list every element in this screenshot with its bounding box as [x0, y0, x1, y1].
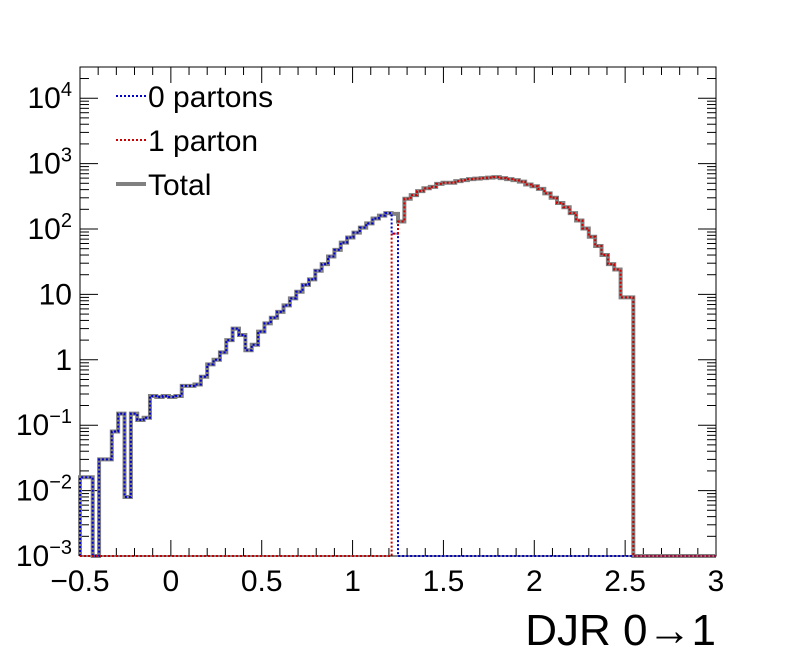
- y-tick-label: 1: [55, 344, 72, 377]
- y-tick-label: 10−1: [16, 406, 72, 442]
- y-tick-label: 102: [28, 210, 73, 246]
- series-0-partons: [79, 212, 716, 557]
- legend-entry: 1 parton: [116, 125, 258, 158]
- y-tick-label: 10: [39, 278, 72, 311]
- legend-label: Total: [148, 169, 211, 202]
- y-tick-label: 104: [28, 79, 73, 115]
- x-tick-label: −0.5: [50, 565, 109, 598]
- y-tick-label: 10−2: [16, 472, 72, 508]
- legend-entry: 0 partons: [116, 81, 273, 114]
- series-1-parton: [80, 176, 716, 557]
- legend-label: 0 partons: [148, 81, 273, 114]
- x-axis-title: DJR 0→1: [525, 606, 716, 655]
- series-line: [80, 176, 716, 557]
- x-tick-label: 0: [163, 565, 180, 598]
- x-tick-label: 2.5: [604, 565, 646, 598]
- y-tick-label: 103: [28, 145, 73, 181]
- legend: 0 partons 1 parton Total: [116, 81, 273, 202]
- x-tick-label: 3: [708, 565, 725, 598]
- x-tick-label: 0.5: [241, 565, 283, 598]
- minor-ticks: [80, 66, 716, 556]
- x-tick-labels: −0.5 0 0.5 1 1.5 2 2.5 3: [50, 565, 724, 598]
- x-tick-label: 1: [344, 565, 361, 598]
- series-layer: [78, 175, 716, 558]
- y-tick-labels: 10−3 10−2 10−1 1 10 102 103 104: [16, 79, 72, 573]
- y-tick-label: 10−3: [16, 537, 72, 573]
- x-tick-label: 1.5: [423, 565, 465, 598]
- legend-entry: Total: [116, 169, 211, 202]
- x-tick-label: 2: [526, 565, 543, 598]
- plot-frame: [79, 66, 717, 557]
- series-line: [79, 212, 716, 557]
- major-ticks: [79, 67, 717, 557]
- legend-label: 1 parton: [148, 125, 258, 158]
